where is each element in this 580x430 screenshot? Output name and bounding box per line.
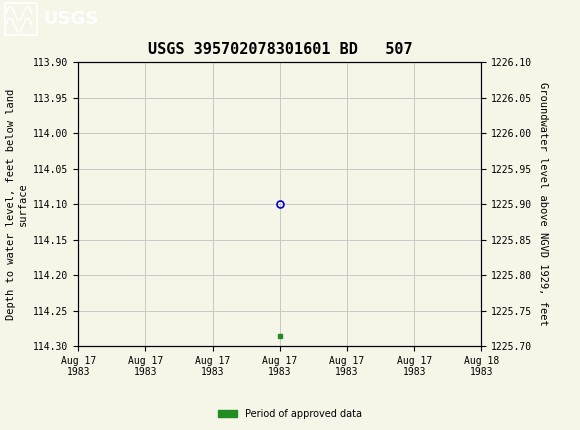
Legend: Period of approved data: Period of approved data	[214, 405, 366, 423]
Y-axis label: Groundwater level above NGVD 1929, feet: Groundwater level above NGVD 1929, feet	[538, 83, 548, 326]
Text: USGS: USGS	[44, 10, 99, 28]
Title: USGS 395702078301601 BD   507: USGS 395702078301601 BD 507	[147, 42, 412, 57]
Y-axis label: Depth to water level, feet below land
surface: Depth to water level, feet below land su…	[6, 89, 28, 320]
Bar	[5, 3, 37, 35]
